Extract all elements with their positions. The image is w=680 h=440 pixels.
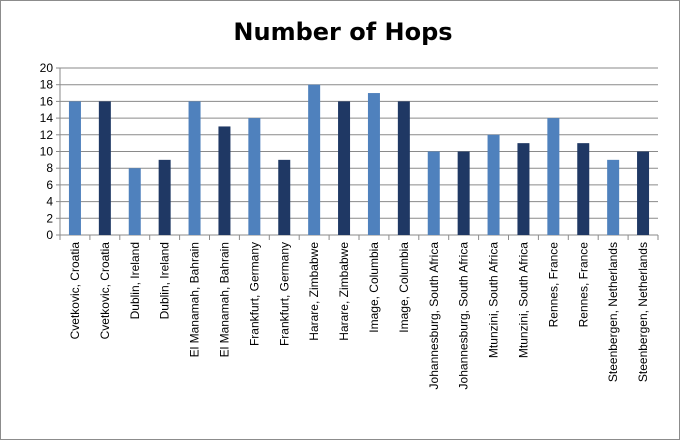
x-category-label: Rennes, France: [576, 242, 590, 328]
bar: [158, 159, 171, 235]
bar: [278, 159, 291, 235]
x-category-label: Harare, Zimbabwe: [307, 242, 321, 341]
bar: [248, 118, 261, 235]
y-tick-label: 12: [40, 128, 54, 142]
bar: [397, 101, 410, 236]
y-tick-label: 18: [40, 78, 54, 92]
x-category-label: Steenbergen, Netherlands: [636, 242, 650, 382]
bar: [68, 101, 81, 236]
chart-title: Number of Hops: [233, 18, 452, 46]
bar: [547, 118, 560, 235]
bar: [637, 151, 650, 235]
x-category-label: Johannesburg, South Africa: [457, 242, 471, 390]
bar: [338, 101, 351, 236]
x-category-label: Cvetkovic, Croatia: [68, 242, 82, 340]
bar: [218, 126, 231, 235]
bars: [68, 84, 650, 236]
y-tick-label: 2: [46, 211, 53, 225]
y-tick-label: 8: [46, 161, 53, 175]
y-tick-label: 16: [40, 94, 54, 108]
bar: [367, 93, 380, 235]
bar: [577, 143, 590, 235]
x-category-label: El Manamah, Bahrain: [217, 242, 231, 357]
axes: [56, 67, 659, 240]
bar: [487, 134, 500, 235]
y-tick-label: 10: [40, 145, 54, 159]
x-category-label: Mtunzini, South Africa: [487, 242, 501, 358]
gridlines: [60, 67, 658, 219]
bar: [188, 101, 201, 236]
x-category-label: Dublin, Ireland: [128, 242, 142, 319]
x-category-label: Image, Columbia: [397, 242, 411, 333]
x-category-label: El Manamah, Bahrain: [188, 242, 202, 357]
y-tick-label: 0: [46, 228, 53, 242]
bar: [607, 159, 620, 235]
bar: [457, 151, 470, 235]
bar: [308, 84, 321, 235]
x-category-label: Johannesburg, South Africa: [427, 242, 441, 390]
bar: [128, 168, 141, 235]
x-category-label: Dublin, Ireland: [158, 242, 172, 319]
x-category-label: Rennes, France: [546, 242, 560, 328]
y-tick-label: 4: [46, 195, 53, 209]
x-category-label: Cvetkovic, Croatia: [98, 242, 112, 340]
x-category-label: Frankfurt, Germany: [247, 242, 261, 346]
x-axis-labels: Cvetkovic, Croatia Cvetkovic, Croatia Dubl…: [68, 242, 650, 390]
x-category-label: Harare, Zimbabwe: [337, 242, 351, 341]
x-category-label: Frankfurt, Germany: [277, 242, 291, 346]
x-category-label: Image, Columbia: [367, 242, 381, 333]
bar: [427, 151, 440, 235]
x-category-label: Mtunzini, South Africa: [516, 242, 530, 358]
x-category-label: Steenbergen, Netherlands: [606, 242, 620, 382]
y-tick-label: 14: [40, 111, 54, 125]
bar: [98, 101, 111, 236]
y-tick-label: 20: [40, 61, 54, 75]
y-tick-label: 6: [46, 178, 53, 192]
y-axis-ticks: 0 2 4 6 8 10 12 14 16 18 20: [40, 61, 54, 242]
bar: [517, 143, 530, 235]
